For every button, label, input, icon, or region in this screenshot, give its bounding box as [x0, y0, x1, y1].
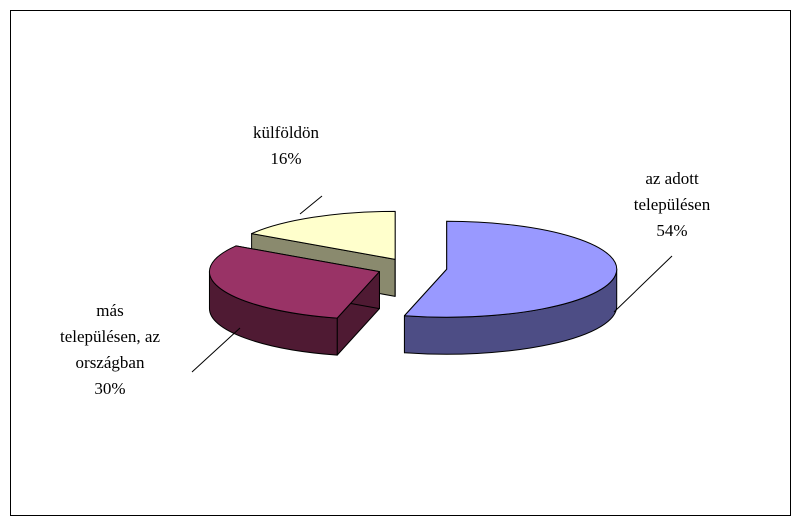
category-label: külföldön: [252, 123, 320, 142]
slice: [251, 210, 396, 260]
value-label: 54%: [656, 221, 688, 240]
leader-line: [191, 327, 241, 373]
slice: [208, 245, 380, 319]
category-label: más településen, az országban: [59, 301, 161, 372]
data-label: más településen, az országban 30%: [40, 298, 180, 402]
value-label: 16%: [270, 149, 302, 168]
chart-border: [10, 10, 791, 516]
pie: [208, 210, 618, 356]
leader-line: [299, 195, 323, 215]
category-label: az adott településen: [633, 169, 711, 214]
data-label: külföldön 16%: [236, 120, 336, 172]
value-label: 30%: [94, 379, 126, 398]
slice: [403, 220, 618, 318]
leader-line: [613, 255, 673, 313]
data-label: az adott településen 54%: [612, 166, 732, 244]
